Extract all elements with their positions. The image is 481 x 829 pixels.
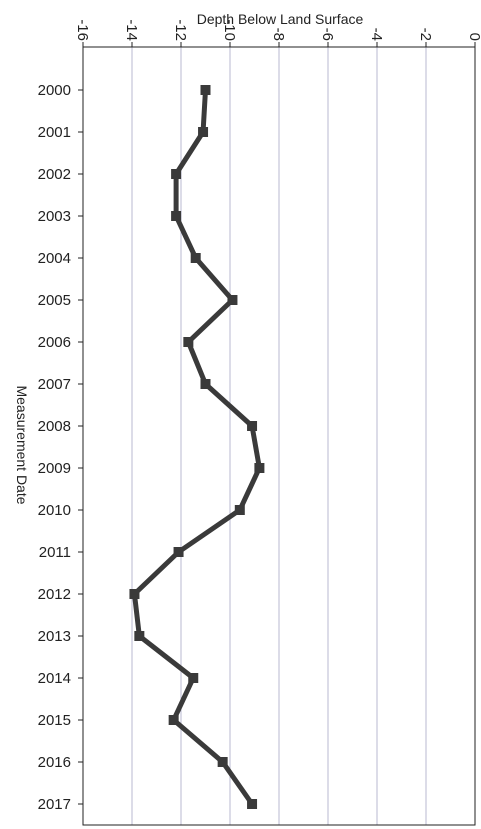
y-tick-label: 2002 — [38, 166, 71, 183]
gridlines — [131, 47, 427, 825]
x-tick-label: -16 — [74, 19, 91, 41]
x-tick-label: -6 — [319, 28, 336, 41]
y-tick-label: 2004 — [38, 250, 71, 267]
series-depth — [129, 85, 265, 809]
y-tick-label: 2016 — [38, 754, 71, 771]
data-point — [247, 799, 258, 809]
x-tick-label: -12 — [172, 19, 189, 41]
y-tick-label: 2011 — [39, 544, 71, 561]
x-axis-ticks: -16 -14 -12 -10 -8 -6 -4 -2 0 — [74, 19, 481, 47]
data-point — [188, 673, 199, 683]
x-tick-label: -10 — [221, 19, 238, 41]
y-tick-label: 2005 — [38, 292, 71, 309]
data-point — [171, 169, 182, 179]
data-point — [134, 631, 145, 641]
x-tick-label: -8 — [270, 28, 287, 41]
x-tick-label: -14 — [123, 19, 140, 41]
data-point — [129, 589, 140, 599]
data-point — [254, 463, 265, 473]
y-tick-label: 2001 — [38, 124, 71, 141]
data-point — [198, 127, 209, 137]
y-tick-label: 2012 — [38, 586, 71, 603]
data-point — [171, 211, 182, 221]
y-tick-label: 2007 — [38, 376, 71, 393]
y-tick-label: 2010 — [38, 502, 71, 519]
data-point — [173, 547, 184, 557]
y-tick-label: 2014 — [38, 670, 71, 687]
data-point — [247, 421, 258, 431]
data-point — [168, 715, 179, 725]
x-tick-label: -4 — [368, 28, 385, 41]
y-tick-label: 2003 — [38, 208, 71, 225]
y-tick-label: 2008 — [38, 418, 71, 435]
data-point — [200, 379, 211, 389]
data-point — [227, 295, 238, 305]
x-tick-label: -2 — [417, 28, 434, 41]
y-tick-label: 2015 — [38, 712, 71, 729]
y-tick-label: 2017 — [38, 796, 71, 813]
y-axis-ticks: 2000 2001 2002 2003 2004 2005 2006 2007 2008 2009… — [38, 82, 83, 813]
y-axis-title: Measurement Date — [14, 385, 30, 504]
x-tick-label: 0 — [466, 33, 481, 41]
x-axis-title: Depth Below Land Surface — [197, 11, 364, 27]
data-point — [217, 757, 228, 767]
data-point — [190, 253, 201, 263]
y-tick-label: 2009 — [38, 460, 71, 477]
y-tick-label: 2006 — [38, 334, 71, 351]
data-point — [183, 337, 194, 347]
y-tick-label: 2000 — [38, 82, 71, 99]
data-point — [234, 505, 245, 515]
series-line — [131, 89, 262, 806]
data-point — [200, 85, 211, 95]
y-tick-label: 2013 — [38, 628, 71, 645]
